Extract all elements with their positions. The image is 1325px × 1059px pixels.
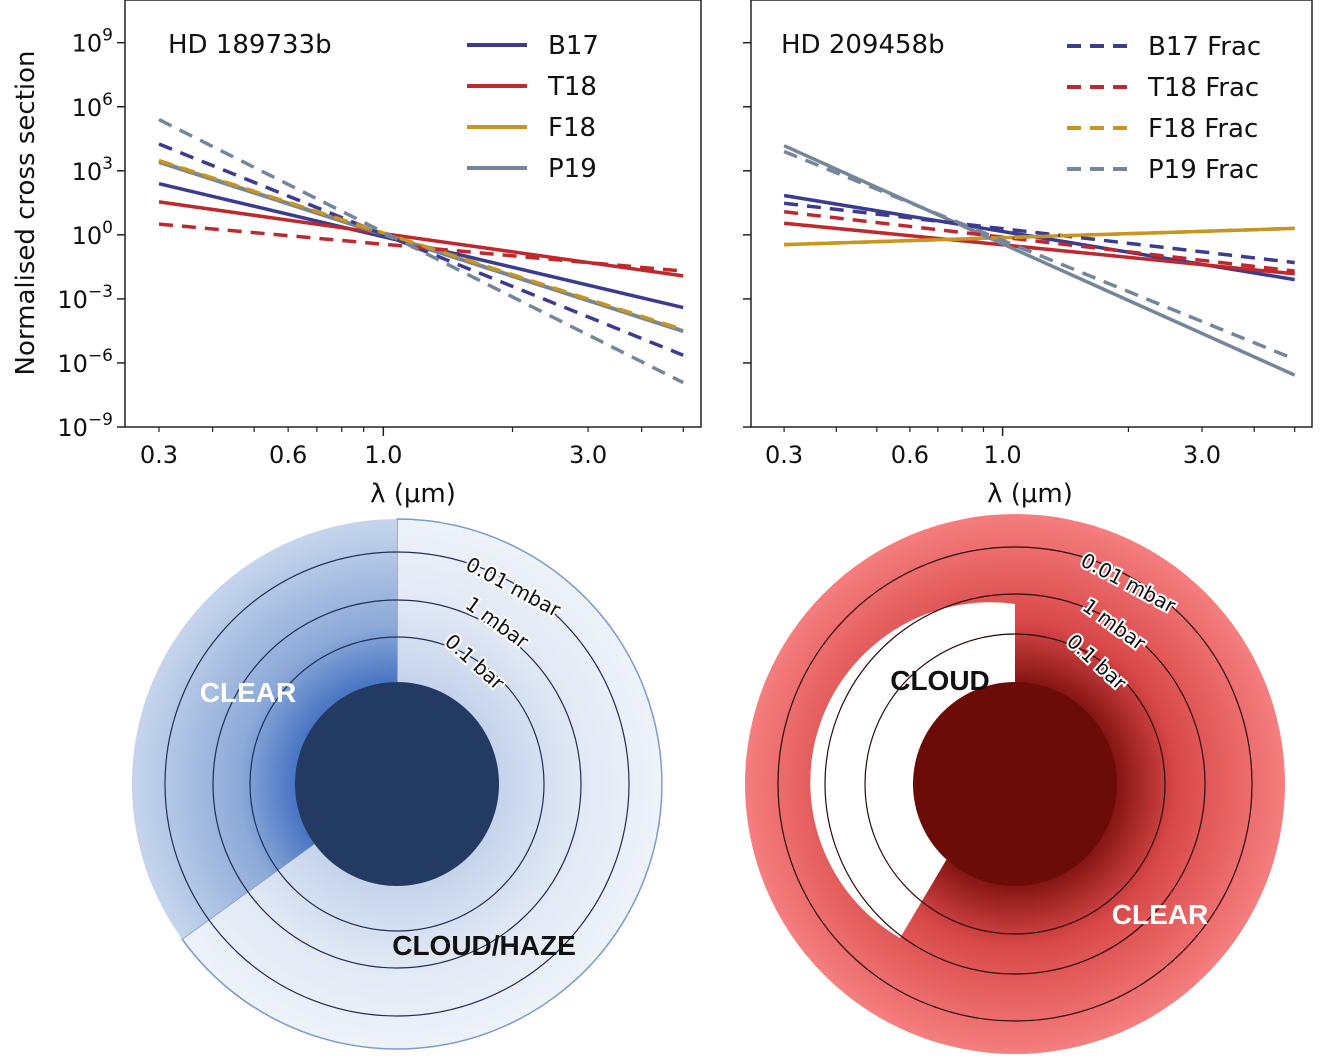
legend: B17 T18 F18 P19 (467, 31, 599, 184)
x-tick-label: 3.0 (1183, 441, 1221, 469)
x-axis-label: λ (μm) (370, 479, 456, 509)
y-axis: 109 106 103 100 10−3 10−6 10−9 (57, 26, 125, 442)
atmosphere-diagram-right: 0.01 mbar 1 mbar 0.1 bar CLOUD CLEAR (745, 514, 1285, 1054)
y-tick-label: 109 (72, 26, 113, 58)
series-line-line-7 (158, 118, 684, 385)
y-tick-label: 103 (72, 154, 113, 186)
series-line-line-4 (158, 142, 684, 357)
y-tick-label: 10−6 (57, 346, 113, 378)
x-axis: 0.3 0.6 1.0 3.0 (765, 427, 1296, 469)
cloud-haze-label: CLOUD/HAZE (392, 930, 576, 961)
series-line-f18-frac (784, 226, 1295, 247)
legend-label: B17 Frac (1148, 32, 1261, 62)
legend-label: F18 (548, 113, 596, 143)
legend-label: B17 (548, 31, 599, 61)
planet-core (913, 682, 1117, 886)
chart-title: HD 209458b (781, 30, 945, 60)
ring-1-mbar (824, 593, 1206, 975)
planet-core (295, 682, 499, 886)
legend-label: T18 (547, 72, 597, 102)
x-tick-label: 1.0 (984, 441, 1022, 469)
cloud-region (810, 602, 1015, 938)
series-group (158, 118, 684, 385)
series-line-line-3 (783, 144, 1296, 377)
ring-0-01-mbar (777, 546, 1253, 1022)
series-group (783, 144, 1296, 377)
legend-label: F18 Frac (1148, 114, 1258, 144)
x-axis: 0.3 0.6 1.0 3.0 (140, 427, 684, 469)
plot-frame (124, 0, 702, 428)
series-line-line-5 (158, 222, 684, 273)
ring-0-1-bar (864, 633, 1166, 935)
y-tick-label: 106 (72, 90, 113, 122)
x-tick-label: 3.0 (569, 441, 607, 469)
x-tick-label: 1.0 (364, 441, 402, 469)
clear-label: CLEAR (1112, 899, 1208, 930)
series-line-b17-frac (783, 201, 1295, 265)
legend-label: T18 Frac (1147, 73, 1259, 103)
x-tick-label: 0.3 (765, 441, 803, 469)
legend-label: P19 (548, 154, 597, 184)
series-line-t18-frac (783, 210, 1295, 273)
plot-frame (750, 0, 1313, 428)
chart-title: HD 189733b (168, 30, 332, 60)
x-tick-label: 0.3 (140, 441, 178, 469)
x-tick-label: 0.6 (891, 441, 929, 469)
ring-0-1-bar (249, 636, 545, 932)
x-tick-label: 0.6 (269, 441, 307, 469)
cloud-label: CLOUD (890, 665, 990, 696)
series-line-line-1 (783, 221, 1295, 276)
clear-region (131, 519, 398, 939)
y-axis-label: Normalised cross section (11, 51, 41, 376)
plot-hd209458b: 0.3 0.6 1.0 3.0 HD 209458b λ (μm) B17 Frac T… (743, 0, 1313, 509)
ring-1-mbar (212, 599, 582, 969)
legend: B17 Frac T18 Frac F18 Frac P19 Frac (1067, 32, 1261, 185)
ring-0-01-mbar (164, 551, 630, 1017)
y-tick-label: 10−9 (57, 410, 113, 442)
atmosphere-diagram-left: 0.01 mbar 1 mbar 0.1 bar CLEAR CLOUD/HAZ… (131, 518, 663, 1050)
clear-label: CLEAR (200, 677, 296, 708)
legend-label: P19 Frac (1148, 155, 1259, 185)
y-tick-label: 10−3 (57, 282, 113, 314)
y-axis (743, 41, 751, 428)
plot-hd189733b: 109 106 103 100 10−3 10−6 10−9 0.3 0.6 1.0 3.0 HD… (11, 0, 702, 509)
y-tick-label: 100 (72, 218, 113, 250)
x-axis-label: λ (μm) (987, 479, 1073, 509)
